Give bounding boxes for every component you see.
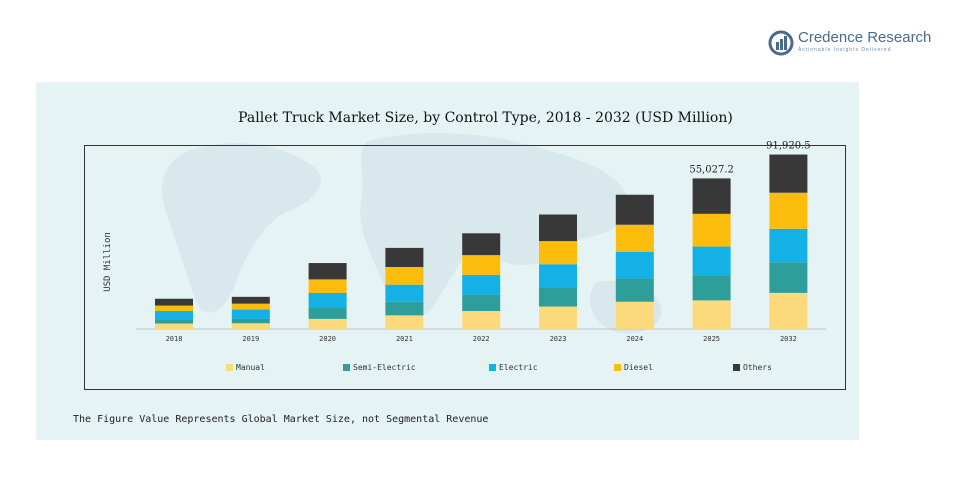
x-tick-label: 2020 — [319, 335, 336, 343]
legend-item-manual: Manual — [226, 361, 265, 373]
bar-2023-diesel — [539, 241, 577, 265]
bar-2018-diesel — [155, 305, 193, 312]
data-label-2025: 55,027.2 — [689, 164, 734, 175]
bar-2032-others — [769, 154, 808, 193]
bar-2022-manual — [462, 311, 501, 329]
bar-2022-diesel — [462, 255, 501, 275]
bar-2019-manual — [231, 323, 270, 329]
legend-label: Others — [743, 362, 772, 372]
x-tick-label: 2024 — [626, 335, 643, 343]
brand-name: Credence Research — [798, 29, 932, 46]
bar-2023-manual — [539, 306, 577, 329]
bar-2023-electric — [539, 264, 577, 288]
bar-2024-others — [615, 194, 654, 225]
x-tick-label: 2022 — [473, 335, 490, 343]
bar-2025-semi-electric — [692, 275, 731, 301]
bar-2019-electric — [231, 309, 270, 319]
bar-2023-others — [539, 214, 577, 242]
bar-2021-semi-electric — [385, 301, 424, 316]
bar-2032-electric — [769, 228, 808, 263]
bar-2020-diesel — [308, 279, 347, 294]
bar-2022-others — [462, 233, 501, 256]
bar-2019-semi-electric — [231, 318, 270, 324]
legend-label: Semi-Electric — [353, 362, 416, 372]
x-tick-label: 2032 — [780, 335, 797, 343]
bar-2020-manual — [308, 318, 347, 329]
footnote: The Figure Value Represents Global Marke… — [73, 414, 489, 425]
bar-2023-semi-electric — [539, 287, 577, 307]
chart-title: Pallet Truck Market Size, by Control Typ… — [238, 110, 733, 126]
legend-label: Manual — [236, 362, 265, 372]
bar-2020-others — [308, 263, 347, 280]
x-tick-label: 2025 — [703, 335, 720, 343]
bar-2021-electric — [385, 284, 424, 302]
chart-panel — [36, 82, 859, 440]
x-tick-label: 2023 — [550, 335, 567, 343]
bar-2032-manual — [769, 292, 808, 329]
bar-2024-manual — [615, 301, 654, 329]
bar-2021-others — [385, 247, 424, 267]
plot-frame — [84, 145, 846, 390]
bar-2019-others — [231, 296, 270, 304]
bar-2032-semi-electric — [769, 262, 808, 293]
x-tick-label: 2019 — [242, 335, 259, 343]
bar-2018-electric — [155, 311, 193, 320]
bar-2018-others — [155, 298, 193, 306]
legend-swatch — [343, 363, 350, 371]
legend-label: Diesel — [624, 362, 653, 372]
legend-item-diesel: Diesel — [614, 361, 653, 373]
bar-2025-manual — [692, 300, 731, 329]
bar-2022-electric — [462, 274, 501, 295]
x-tick-label: 2021 — [396, 335, 413, 343]
legend-label: Electric — [499, 362, 538, 372]
legend-swatch — [614, 363, 621, 371]
x-tick-label: 2018 — [166, 335, 183, 343]
bar-2020-semi-electric — [308, 308, 347, 319]
legend-item-semi-electric: Semi-Electric — [343, 361, 416, 373]
legend-swatch — [733, 363, 740, 371]
bar-2018-manual — [155, 323, 193, 329]
brand-tagline: Actionable Insights Delivered — [798, 47, 892, 53]
bar-2021-diesel — [385, 266, 424, 285]
legend-item-others: Others — [733, 361, 772, 373]
data-label-2032: 91,920.5 — [766, 141, 811, 152]
bar-2021-manual — [385, 315, 424, 329]
bar-2025-electric — [692, 246, 731, 276]
bar-2024-diesel — [615, 224, 654, 252]
bar-2020-electric — [308, 293, 347, 309]
bar-2024-semi-electric — [615, 278, 654, 302]
bar-2025-others — [692, 178, 731, 214]
bar-2019-diesel — [231, 303, 270, 310]
legend-swatch — [489, 363, 496, 371]
legend-item-electric: Electric — [489, 361, 538, 373]
bar-2018-semi-electric — [155, 319, 193, 324]
bar-2024-electric — [615, 251, 654, 279]
brand-logo: Credence Research Actionable Insights De… — [768, 28, 938, 60]
bar-2032-diesel — [769, 192, 808, 229]
bar-2022-semi-electric — [462, 294, 501, 312]
bar-2025-diesel — [692, 213, 731, 247]
legend-swatch — [226, 363, 233, 371]
logo-icon — [768, 30, 794, 56]
